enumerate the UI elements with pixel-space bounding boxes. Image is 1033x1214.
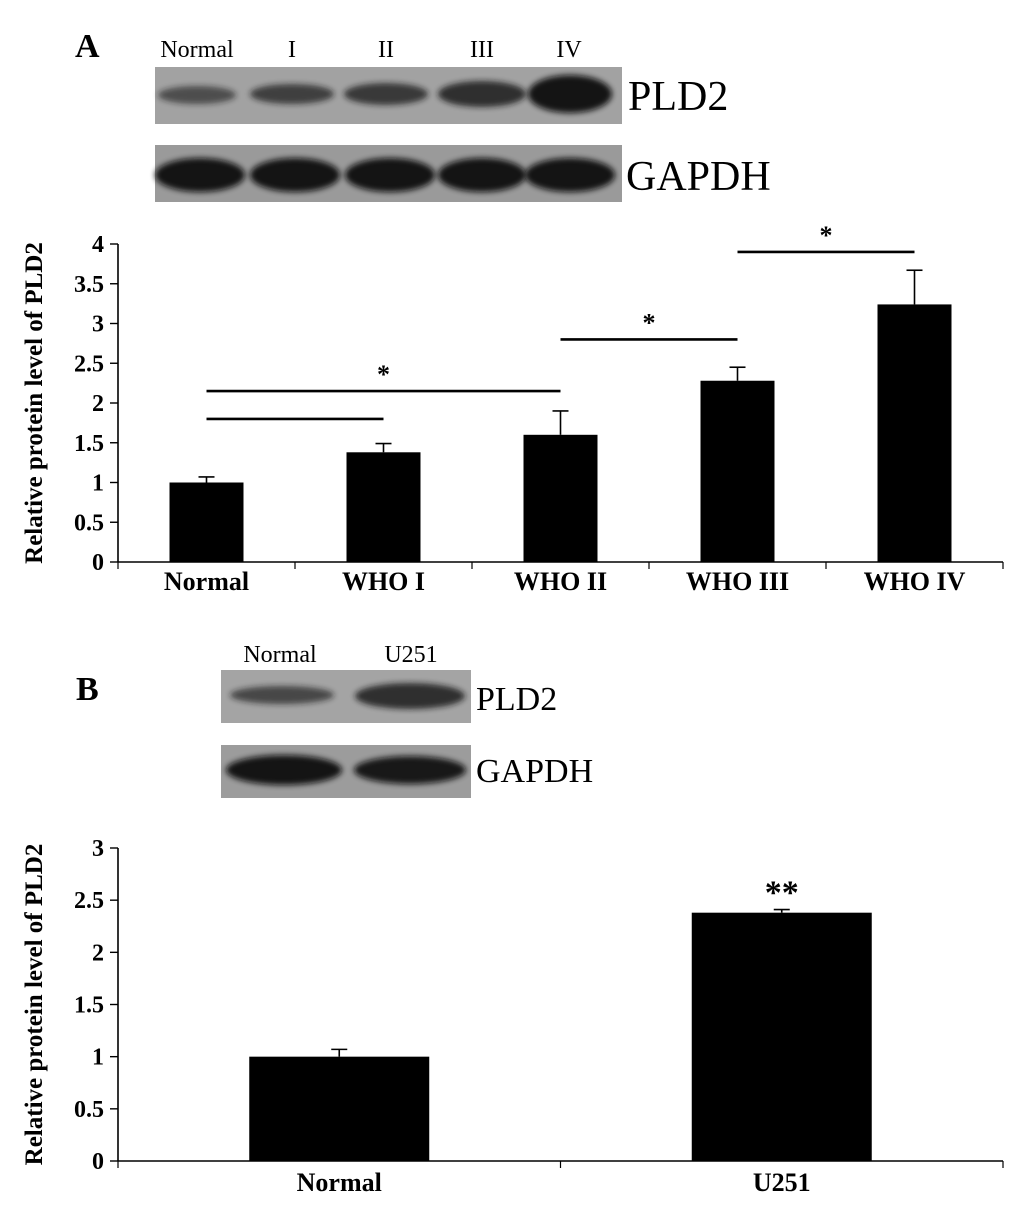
bar — [700, 380, 775, 562]
lane-label: I — [288, 37, 296, 63]
lane-label: IV — [556, 37, 582, 63]
significance-mark: * — [377, 360, 390, 389]
lane-label: III — [470, 37, 494, 63]
blot-b-gapdh — [221, 745, 471, 798]
bar — [691, 912, 872, 1161]
blot-band — [230, 686, 334, 704]
significance-mark: * — [643, 308, 656, 337]
blot-band — [528, 75, 612, 113]
bar — [877, 304, 952, 562]
blot-band — [226, 755, 342, 785]
blot-band — [438, 158, 526, 192]
x-tick-label: Normal — [297, 1168, 382, 1197]
x-tick-label: WHO III — [686, 567, 789, 596]
lane-label: Normal — [243, 642, 317, 668]
x-tick-label: WHO I — [342, 567, 425, 596]
blot-band — [355, 683, 465, 709]
x-tick-label: WHO II — [514, 567, 607, 596]
blot-row-label: GAPDH — [476, 753, 593, 790]
blot-row-label: GAPDH — [626, 154, 771, 200]
y-tick-label: 1.5 — [74, 993, 104, 1019]
blot-a-pld2 — [155, 67, 622, 124]
lane-label: II — [378, 37, 394, 63]
blot-band — [345, 158, 435, 192]
blot-b-pld2 — [221, 670, 471, 723]
y-tick-label: 0.5 — [74, 510, 104, 536]
x-tick-label: U251 — [753, 1168, 811, 1197]
y-tick-label: 3 — [92, 312, 104, 338]
y-tick-label: 2.5 — [74, 888, 104, 914]
lane-label: U251 — [384, 642, 437, 668]
chart-b: 0 0.5 1 1.5 2 2.5 3 Normal ** U251 Relative protei… — [21, 836, 1004, 1197]
y-tick-label: 0 — [92, 1149, 104, 1175]
bar — [249, 1056, 430, 1161]
y-tick-label: 0 — [92, 550, 104, 576]
blot-band — [344, 83, 428, 105]
blot-band — [250, 84, 334, 104]
blot-band — [158, 86, 236, 104]
panel-b-lane-labels: Normal U251 — [243, 642, 437, 668]
blot-row-label: PLD2 — [476, 681, 557, 718]
panel-a-lane-labels: Normal I II III IV — [160, 37, 582, 63]
blot-a-gapdh — [155, 145, 622, 202]
blot-row-label: PLD2 — [628, 74, 728, 120]
significance-mark: * — [820, 221, 833, 250]
y-tick-label: 2 — [92, 391, 104, 417]
blot-band — [525, 158, 615, 192]
bar — [523, 434, 598, 562]
y-tick-label: 2 — [92, 940, 104, 966]
significance-mark: ** — [765, 875, 799, 912]
chart-a: 0 0.5 1 1.5 2 2.5 3 3.5 4 Normal WHO I WHO II WHO II… — [21, 221, 1004, 596]
y-axis-label: Relative protein level of PLD2 — [21, 844, 48, 1166]
y-tick-label: 0.5 — [74, 1097, 104, 1123]
bar — [169, 482, 244, 562]
panel-b-label: B — [76, 671, 99, 708]
y-tick-label: 3.5 — [74, 272, 104, 298]
x-tick-label: Normal — [164, 567, 249, 596]
y-tick-label: 4 — [92, 232, 104, 258]
y-tick-label: 1 — [92, 1045, 104, 1071]
blot-band — [155, 158, 245, 192]
lane-label: Normal — [160, 37, 234, 63]
blot-band — [438, 81, 526, 107]
bar — [346, 452, 421, 562]
y-axis-label: Relative protein level of PLD2 — [21, 242, 48, 564]
x-tick-label: WHO IV — [864, 567, 966, 596]
y-tick-label: 1 — [92, 471, 104, 497]
panel-a-label: A — [75, 28, 100, 65]
blot-band — [354, 756, 466, 784]
y-tick-label: 2.5 — [74, 351, 104, 377]
y-tick-label: 1.5 — [74, 431, 104, 457]
y-tick-label: 3 — [92, 836, 104, 862]
blot-band — [250, 158, 340, 192]
